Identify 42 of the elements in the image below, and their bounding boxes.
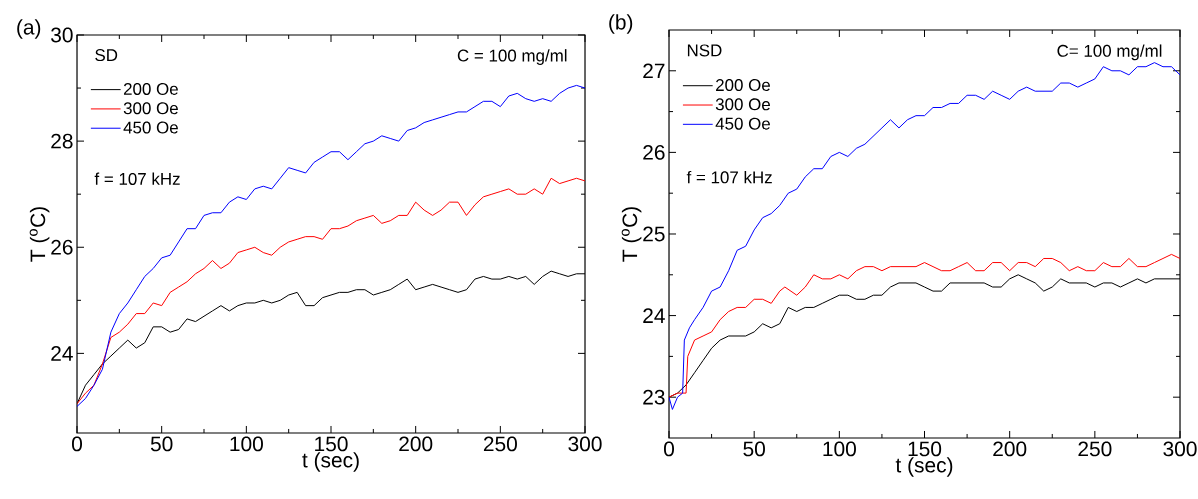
annotation: SD: [95, 49, 118, 62]
legend-label: 450 Oe: [123, 121, 178, 134]
y-tick-label: 30: [51, 27, 73, 43]
chart-title: (b): [609, 14, 633, 34]
x-tick-label: 0: [664, 441, 675, 457]
x-tick-label: 0: [72, 436, 83, 452]
annotation: f = 107 kHz: [94, 172, 180, 185]
x-tick-label: 300: [1163, 441, 1197, 457]
y-tick-label: 26: [643, 144, 665, 160]
chart-title: (a): [17, 19, 41, 39]
legend-label: 300 Oe: [715, 98, 770, 111]
x-tick-label: 150: [315, 436, 348, 452]
x-tick-label: 50: [150, 436, 173, 452]
legend-label: 450 Oe: [715, 117, 770, 130]
x-tick-label: 150: [908, 441, 942, 457]
legend-label: 200 Oe: [123, 82, 178, 95]
x-tick-label: 100: [823, 441, 856, 457]
x-tick-label: 100: [230, 436, 263, 452]
x-tick-label: 250: [483, 436, 517, 452]
y-axis-title: T ($^{o}$C): [621, 207, 642, 262]
annotation: C= 100 mg/ml: [1057, 44, 1162, 61]
y-tick-label: 25: [643, 226, 665, 242]
y-tick-label: 23: [643, 389, 665, 405]
y-tick-label: 28: [51, 133, 73, 149]
annotation: f = 107 kHz: [686, 170, 772, 184]
y-tick-label: 24: [643, 308, 665, 323]
y-axis-title: T ($^{o}$C): [29, 207, 50, 262]
x-tick-label: 300: [568, 436, 602, 452]
legend-label: 300 Oe: [123, 102, 178, 115]
x-axis-title: t (sec): [895, 457, 953, 477]
x-tick-label: 250: [1078, 441, 1112, 457]
legend-label: 200 Oe: [716, 79, 770, 92]
y-tick-label: 27: [643, 63, 665, 79]
x-tick-label: 200: [399, 436, 433, 452]
line-series: [77, 84, 586, 407]
x-tick-label: 50: [743, 441, 765, 457]
y-tick-label: 24: [51, 346, 73, 361]
x-axis-title: t (sec): [302, 452, 359, 472]
x-tick-label: 200: [993, 441, 1027, 457]
annotation: NSD: [687, 44, 722, 57]
y-tick-label: 26: [51, 239, 73, 255]
annotation: C = 100 mg/ml: [457, 49, 567, 65]
